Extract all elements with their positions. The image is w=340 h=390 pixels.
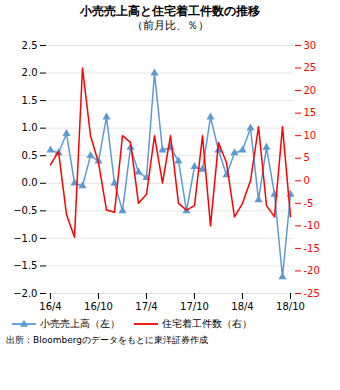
svg-text:0.0: 0.0 [22,177,38,188]
html-text:出所：Bloombergのデータをもとに東洋証券作成: 出所：Bloombergのデータをもとに東洋証券作成 [6,335,208,345]
svg-text:-15: -15 [304,243,320,254]
svg-text:−0.5: −0.5 [13,205,37,216]
svg-text:10: 10 [304,130,317,141]
svg-text:-5: -5 [304,198,314,209]
svg-text:−1.5: −1.5 [13,260,37,271]
svg-text:15: 15 [304,107,317,118]
svg-text:18/10: 18/10 [276,301,305,312]
svg-text:25: 25 [304,62,317,73]
html-text:小売売上高と住宅着工件数の推移: 小売売上高と住宅着工件数の推移 [80,4,260,18]
svg-text:−1.0: −1.0 [13,233,37,244]
html-text:住宅着工件数（右）: 住宅着工件数（右） [162,318,252,329]
svg-text:2.0: 2.0 [22,67,38,78]
svg-text:17/10: 17/10 [180,301,209,312]
html-text:小売売上高（左）: 小売売上高（左） [40,318,120,329]
svg-text:0.5: 0.5 [22,150,38,161]
svg-text:16/4: 16/4 [39,301,61,312]
html-text:（前月比、％）: （前月比、％） [131,19,209,32]
svg-text:30: 30 [304,40,317,51]
svg-text:0: 0 [304,175,310,186]
svg-text:-20: -20 [304,265,320,276]
svg-text:-25: -25 [304,288,320,299]
svg-text:16/10: 16/10 [84,301,113,312]
svg-text:-10: -10 [304,220,320,231]
svg-text:1.0: 1.0 [22,122,38,133]
svg-text:20: 20 [304,85,317,96]
svg-text:2.5: 2.5 [22,40,38,51]
svg-text:18/4: 18/4 [231,301,253,312]
svg-text:−2.0: −2.0 [13,288,37,299]
svg-text:17/4: 17/4 [135,301,157,312]
svg-text:1.5: 1.5 [22,95,38,106]
svg-text:5: 5 [304,152,310,163]
